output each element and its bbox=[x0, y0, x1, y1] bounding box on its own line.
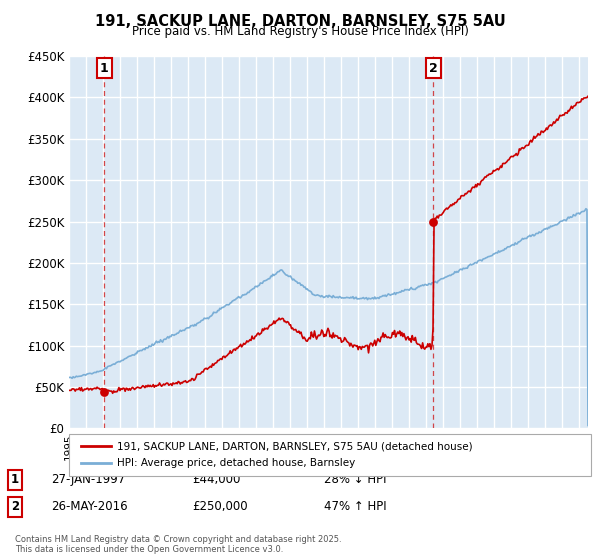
Text: 26-MAY-2016: 26-MAY-2016 bbox=[51, 500, 128, 514]
Text: 191, SACKUP LANE, DARTON, BARNSLEY, S75 5AU (detached house): 191, SACKUP LANE, DARTON, BARNSLEY, S75 … bbox=[117, 441, 473, 451]
Text: HPI: Average price, detached house, Barnsley: HPI: Average price, detached house, Barn… bbox=[117, 458, 355, 468]
Text: Contains HM Land Registry data © Crown copyright and database right 2025.
This d: Contains HM Land Registry data © Crown c… bbox=[15, 535, 341, 554]
Text: 191, SACKUP LANE, DARTON, BARNSLEY, S75 5AU: 191, SACKUP LANE, DARTON, BARNSLEY, S75 … bbox=[95, 14, 505, 29]
Point bbox=[428, 217, 438, 226]
Text: 47% ↑ HPI: 47% ↑ HPI bbox=[324, 500, 386, 514]
Text: 2: 2 bbox=[11, 500, 19, 514]
Text: 1: 1 bbox=[11, 473, 19, 487]
Text: 1: 1 bbox=[100, 62, 109, 74]
Text: £250,000: £250,000 bbox=[192, 500, 248, 514]
Text: 28% ↓ HPI: 28% ↓ HPI bbox=[324, 473, 386, 487]
Text: 27-JAN-1997: 27-JAN-1997 bbox=[51, 473, 125, 487]
Point bbox=[100, 388, 109, 396]
Text: £44,000: £44,000 bbox=[192, 473, 241, 487]
Text: Price paid vs. HM Land Registry's House Price Index (HPI): Price paid vs. HM Land Registry's House … bbox=[131, 25, 469, 38]
Text: 2: 2 bbox=[429, 62, 438, 74]
